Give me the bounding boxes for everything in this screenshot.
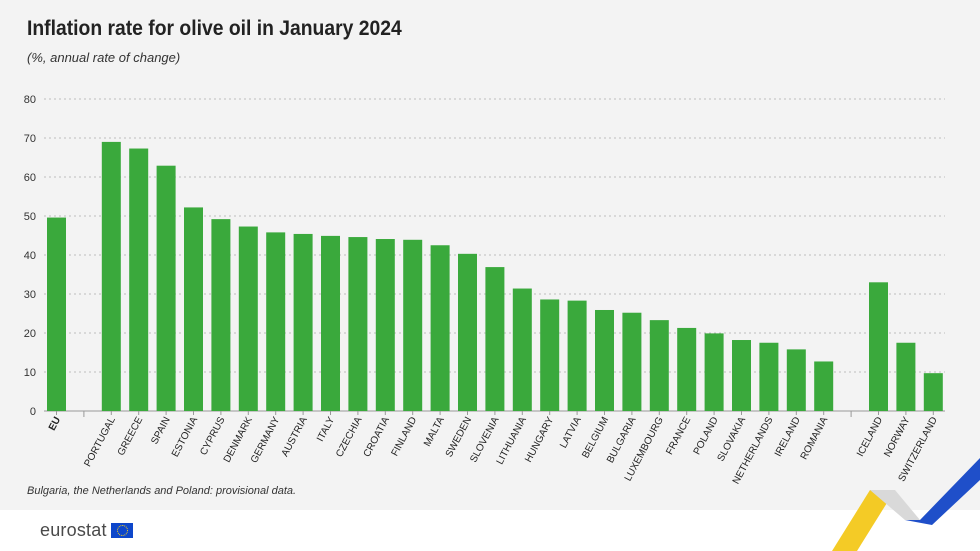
bar [47, 217, 66, 411]
x-tick-label: PORTUGAL [82, 415, 118, 469]
eurostat-logo: eurostat [40, 520, 133, 541]
bar [759, 342, 779, 411]
x-tick-label: ITALY [315, 415, 337, 444]
bar [403, 239, 423, 411]
decorative-chevron-icon [832, 458, 980, 551]
bar [211, 219, 231, 411]
x-tick-label: IRELAND [773, 415, 803, 458]
bar [732, 340, 751, 411]
bar [458, 253, 477, 411]
x-tick-label: FRANCE [664, 415, 693, 457]
x-tick-label: GERMANY [249, 415, 283, 465]
bar [567, 300, 587, 411]
y-tick-label: 20 [24, 328, 36, 340]
bar [622, 312, 642, 411]
x-tick-label: AUSTRIA [280, 415, 310, 459]
x-tick-label: CROATIA [362, 415, 392, 459]
bar [869, 282, 888, 411]
x-tick-label: HUNGARY [523, 415, 556, 464]
bar [786, 349, 806, 411]
x-tick-label: POLAND [692, 415, 721, 456]
bar [101, 141, 121, 411]
y-tick-label: 40 [24, 250, 36, 262]
y-tick-label: 60 [24, 172, 36, 184]
bar [184, 207, 203, 411]
y-tick-label: 50 [24, 211, 36, 223]
eu-flag-icon [110, 523, 133, 538]
x-tick-label: GREECE [116, 415, 146, 458]
x-tick-label: ESTONIA [170, 415, 200, 459]
bar [677, 327, 697, 411]
x-tick-label: BELGIUM [580, 415, 611, 460]
bar [156, 165, 176, 411]
bar [348, 237, 368, 411]
bar [896, 342, 916, 411]
bar [129, 148, 149, 411]
brand-name: eurostat [40, 520, 107, 540]
bar [293, 233, 313, 411]
bar [704, 333, 724, 411]
chart-title: Inflation rate for olive oil in January … [27, 17, 402, 40]
y-tick-label: 80 [24, 94, 36, 106]
bar [238, 226, 258, 411]
y-tick-label: 30 [24, 289, 36, 301]
bar [595, 309, 614, 411]
bar [321, 235, 340, 411]
chart-subtitle: (%, annual rate of change) [27, 50, 181, 65]
bar [649, 320, 669, 411]
bar [430, 245, 450, 411]
y-tick-label: 70 [24, 133, 36, 145]
bar [266, 232, 286, 411]
bar [485, 267, 505, 411]
x-tick-label: CZECHIA [334, 415, 364, 459]
x-tick-label: LATVIA [558, 415, 584, 450]
y-tick-label: 0 [30, 406, 36, 418]
x-tick-label: SWEDEN [444, 415, 474, 459]
bar [375, 239, 395, 411]
x-tick-label: SPAIN [149, 415, 172, 446]
x-tick-label: FINLAND [390, 415, 420, 458]
footnote: Bulgaria, the Netherlands and Poland: pr… [27, 485, 297, 497]
bar [540, 299, 560, 411]
x-tick-label: EU [47, 415, 63, 432]
bar [512, 288, 532, 411]
bar [814, 361, 834, 411]
y-tick-label: 10 [24, 367, 36, 379]
bar [923, 373, 943, 411]
x-tick-label: CYPRUS [198, 415, 227, 457]
footer-bar [0, 510, 980, 551]
x-tick-label: MALTA [422, 415, 447, 449]
